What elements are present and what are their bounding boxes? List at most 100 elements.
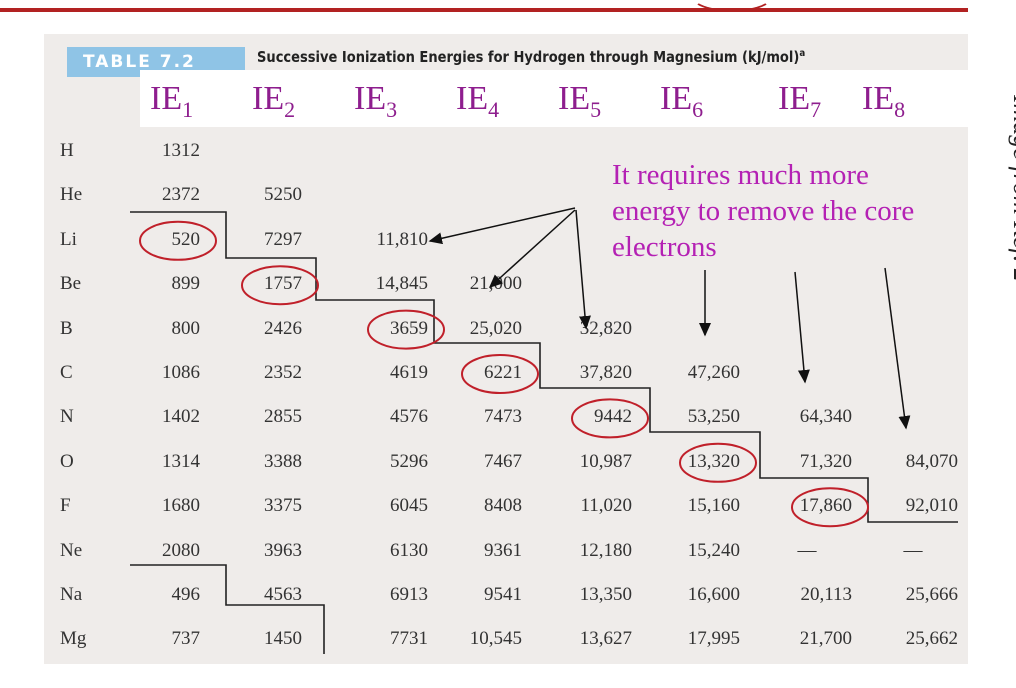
- table-cell: 21,700: [799, 628, 852, 650]
- highlight-circle: [679, 442, 757, 483]
- table-cell: 1450: [264, 628, 302, 650]
- arrow-to-b-ie5: [575, 209, 591, 330]
- table-cell: 3375: [264, 495, 302, 517]
- arrow-to-n-ie7: [794, 271, 810, 384]
- period-staircase: [130, 564, 325, 654]
- ie-header-subscript: 4: [488, 97, 500, 122]
- ie-header-base: IE: [456, 80, 489, 117]
- table-cell: 3963: [264, 539, 302, 561]
- table-cell: 5296: [390, 450, 428, 472]
- table-cell: 71,320: [799, 450, 852, 472]
- table-cell: 6045: [390, 495, 428, 517]
- table-title-text: Successive Ionization Energies for Hydro…: [257, 48, 800, 66]
- table-cell: 12,180: [579, 539, 632, 561]
- element-symbol: C: [60, 362, 73, 383]
- ie4-header: IE4: [456, 80, 499, 123]
- arrow-to-o-ie8: [884, 267, 911, 430]
- ie-header-subscript: 1: [182, 97, 194, 122]
- table-cell: 84,070: [905, 450, 958, 472]
- table-panel: [44, 34, 968, 664]
- ie-header-base: IE: [150, 80, 183, 117]
- ie1-header: IE1: [150, 80, 193, 123]
- table-cell: 7467: [484, 450, 522, 472]
- table-cell: 32,820: [579, 317, 632, 339]
- table-cell: 496: [171, 584, 201, 605]
- table-cell: 25,662: [905, 628, 958, 650]
- table-cell: 25,666: [905, 584, 958, 605]
- table-cell: 800: [171, 317, 201, 339]
- ie3-header: IE3: [354, 80, 397, 123]
- table-cell: 1314: [162, 450, 200, 472]
- table-cell: 10,987: [579, 450, 632, 472]
- table-cell: 520: [171, 228, 201, 250]
- table-cell: 16,600: [687, 584, 740, 605]
- element-symbol: F: [60, 495, 71, 517]
- decorative-arc: [690, 0, 774, 12]
- highlight-circle: [791, 487, 869, 528]
- ie8-header: IE8: [862, 80, 905, 123]
- ie6-header: IE6: [660, 80, 703, 123]
- table-cell: 5250: [264, 184, 302, 206]
- table-cell: 4619: [390, 362, 428, 383]
- table-cell: 2372: [162, 184, 200, 206]
- ie-header-subscript: 6: [692, 97, 704, 122]
- table-cell: —: [797, 539, 817, 561]
- ie-header-base: IE: [660, 80, 693, 117]
- table-cell: 47,260: [687, 362, 740, 383]
- element-symbol: B: [60, 317, 73, 339]
- ie-header-base: IE: [354, 80, 387, 117]
- top-rule: [0, 8, 968, 12]
- highlight-circle: [461, 354, 539, 394]
- ie-header-base: IE: [558, 80, 591, 117]
- table-cell: 14,845: [375, 273, 428, 295]
- table-title: Successive Ionization Energies for Hydro…: [257, 48, 805, 66]
- table-cell: 7297: [264, 228, 302, 250]
- highlight-circle: [367, 309, 445, 350]
- ie-header-subscript: 3: [386, 97, 398, 122]
- table-cell: 13,627: [579, 628, 632, 650]
- table-cell: 92,010: [905, 495, 958, 517]
- table-cell: 25,020: [469, 317, 522, 339]
- table-cell: 15,160: [687, 495, 740, 517]
- ie-header-subscript: 5: [590, 97, 602, 122]
- table-cell: 64,340: [799, 406, 852, 428]
- highlight-circle: [571, 398, 649, 439]
- image-credit-text: Image from Ref. 2: [1008, 95, 1016, 282]
- table-cell: 2080: [162, 539, 200, 561]
- ie5-header: IE5: [558, 80, 601, 123]
- ie2-header: IE2: [252, 80, 295, 123]
- table-cell: 9361: [484, 539, 522, 561]
- table-cell: 10,545: [469, 628, 522, 650]
- table-cell: 8408: [484, 495, 522, 517]
- table-cell: 11,020: [580, 495, 632, 517]
- table-cell: 1086: [162, 362, 200, 383]
- ie-header-base: IE: [252, 80, 285, 117]
- ie-header-subscript: 8: [894, 97, 906, 122]
- arrow-to-li-ie3: [428, 207, 576, 245]
- table-cell: 9442: [594, 406, 632, 428]
- element-symbol: O: [60, 450, 74, 472]
- table-cell: 1680: [162, 495, 200, 517]
- table-cell: 1402: [162, 406, 200, 428]
- table-cell: 2352: [264, 362, 302, 383]
- table-cell: 20,113: [800, 584, 852, 605]
- element-symbol: Mg: [60, 628, 87, 650]
- table-cell: 2855: [264, 406, 302, 428]
- table-cell: 1757: [264, 273, 302, 295]
- ie-header-subscript: 2: [284, 97, 296, 122]
- ie-header-base: IE: [778, 80, 811, 117]
- table-cell: 4563: [264, 584, 302, 605]
- image-credit: Image from Ref. 2: [1008, 95, 1016, 282]
- table-cell: 6221: [484, 362, 522, 383]
- table-cell: 4576: [390, 406, 428, 428]
- highlight-circle: [241, 265, 319, 306]
- arrow-to-be-ie4: [488, 209, 576, 289]
- table-cell: 899: [171, 273, 201, 295]
- element-symbol: Na: [60, 584, 83, 605]
- highlight-circle: [139, 220, 217, 261]
- table-cell: 9541: [484, 584, 522, 605]
- table-cell: 1312: [162, 140, 200, 161]
- element-symbol: H: [60, 140, 74, 161]
- element-symbol: Be: [60, 273, 82, 295]
